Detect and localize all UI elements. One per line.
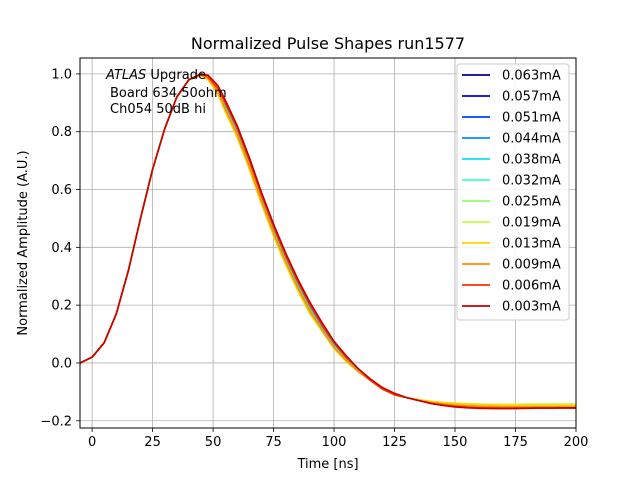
legend-label: 0.057mA [502, 90, 561, 105]
legend-label: 0.044mA [502, 132, 561, 147]
legend-label: 0.019mA [502, 216, 561, 231]
y-tick-label: 0.2 [51, 299, 72, 314]
x-tick-label: 175 [503, 435, 528, 450]
x-tick-label: 100 [322, 435, 347, 450]
y-axis-label: Normalized Amplitude (A.U.) [16, 150, 31, 335]
legend-label: 0.063mA [502, 69, 561, 84]
x-tick-label: 0 [88, 435, 96, 450]
legend-label: 0.038mA [502, 153, 561, 168]
y-ticks: −0.2 0.0 0.2 0.4 0.6 0.8 1.0 [40, 67, 80, 429]
legend-label: 0.051mA [502, 111, 561, 126]
y-tick-label: 0.0 [51, 356, 72, 371]
x-tick-label: 150 [443, 435, 468, 450]
legend-frame [456, 63, 570, 321]
atlas-upgrade-label: Upgrade [146, 68, 206, 83]
plot-frame [79, 57, 577, 429]
y-tick-label: 0.8 [51, 125, 72, 140]
x-ticks: 0 25 50 75 100 125 150 175 200 [88, 428, 588, 450]
legend-label: 0.025mA [502, 195, 561, 210]
x-tick-label: 50 [205, 435, 222, 450]
y-tick-label: 1.0 [51, 67, 72, 82]
y-tick-label: 0.4 [51, 241, 72, 256]
x-tick-label: 200 [564, 435, 589, 450]
atlas-label: ATLAS [105, 68, 146, 83]
x-tick-label: 125 [382, 435, 407, 450]
atlas-annotation-line3: Ch054 50dB hi [110, 102, 206, 117]
x-tick-label: 75 [265, 435, 282, 450]
y-tick-label: −0.2 [40, 414, 72, 429]
legend-label: 0.006mA [502, 279, 561, 294]
legend-label: 0.032mA [502, 174, 561, 189]
series-lines [79, 73, 576, 410]
x-tick-label: 25 [144, 435, 161, 450]
chart-title: Normalized Pulse Shapes run1577 [191, 34, 465, 53]
legend-label: 0.003mA [502, 300, 561, 315]
x-axis-label: Time [ns] [296, 457, 358, 472]
legend-label: 0.009mA [502, 258, 561, 273]
legend-label: 0.013mA [502, 237, 561, 252]
legend: 0.063mA 0.057mA 0.051mA 0.044mA 0.038mA 0.032… [456, 63, 570, 321]
atlas-annotation-line1: ATLAS Upgrade [105, 68, 206, 83]
y-tick-label: 0.6 [51, 183, 72, 198]
atlas-annotation-line2: Board 634 50ohm [110, 86, 227, 101]
series-line-0.003mA [79, 73, 576, 410]
